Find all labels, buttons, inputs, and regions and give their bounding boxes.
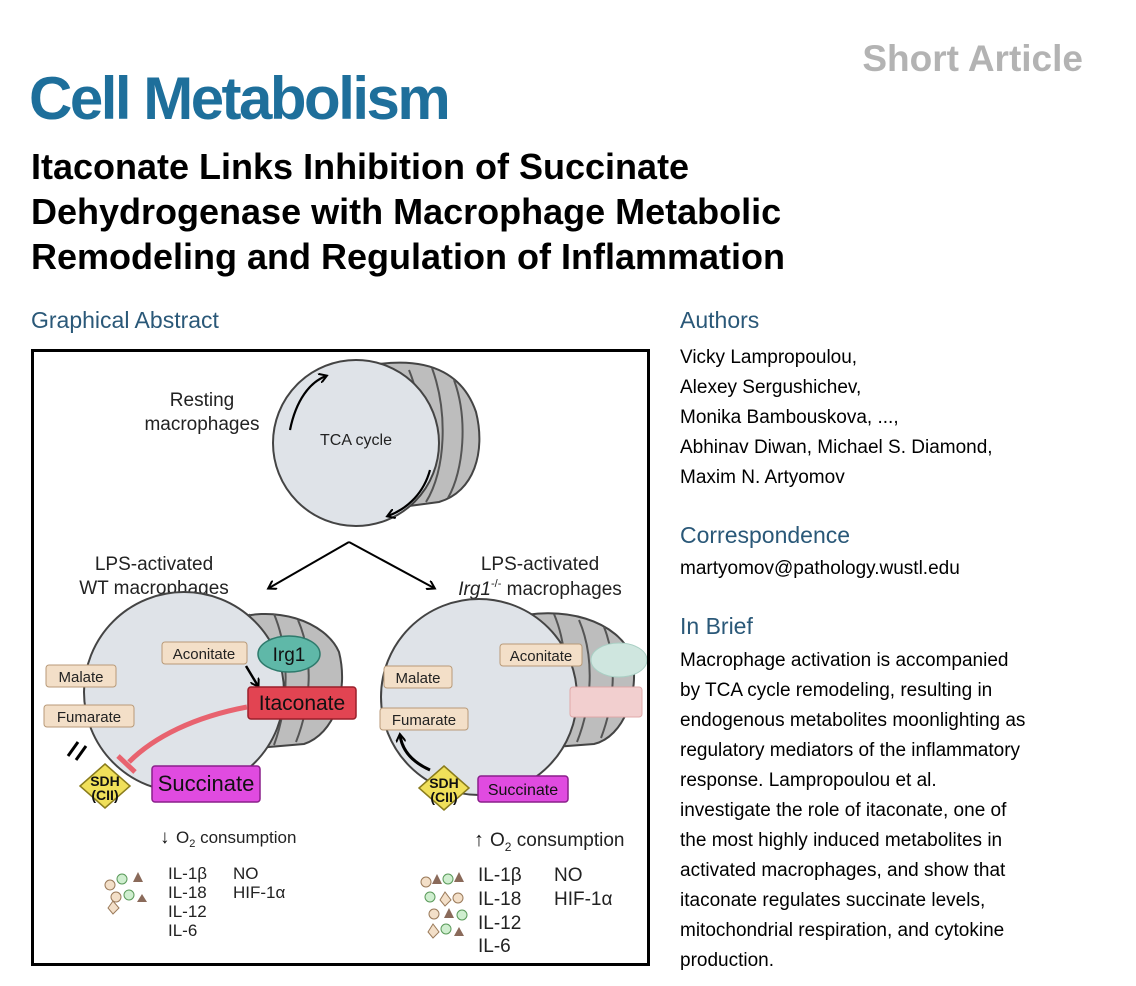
in-brief-line: the most highly induced metabolites in: [680, 830, 1003, 851]
author-line: Abhinav Diwan, Michael S. Diamond,: [680, 437, 993, 458]
ko-succinate-box: [477, 775, 569, 803]
resting-label: macrophages: [144, 414, 259, 435]
wt-malate-box: [45, 664, 117, 688]
authors-list: Vicky Lampropoulou, Alexey Sergushichev,…: [680, 343, 993, 493]
aconitate-to-itaconate-arrow: [244, 665, 258, 686]
in-brief-line: Macrophage activation is accompanied: [680, 650, 1009, 671]
title-line: Itaconate Links Inhibition of Succinate: [31, 146, 690, 187]
ko-aconitate-label: Aconitate: [510, 648, 573, 665]
inhibition-line: [127, 704, 248, 764]
article-title: Itaconate Links Inhibition of Succinate …: [31, 144, 1031, 279]
ko-sdh-label: (CII): [430, 789, 457, 805]
in-brief-line: activated macrophages, and show that: [680, 860, 1006, 881]
ko-aconitate-box: [499, 643, 583, 667]
ko-fumarate-box: [379, 707, 469, 731]
in-brief-line: production.: [680, 950, 775, 971]
wt-aconitate-box: [161, 641, 248, 665]
ko-cytokine: IL-6: [478, 936, 511, 957]
correspondence-email[interactable]: martyomov@pathology.wustl.edu: [680, 558, 960, 579]
wt-aconitate-label: Aconitate: [173, 646, 236, 663]
wt-cytokine: IL-1β: [168, 864, 207, 883]
in-brief-line: response. Lampropoulou et al.: [680, 770, 937, 791]
irg1-enzyme: [257, 635, 321, 673]
wt-cytokine: IL-12: [168, 902, 207, 921]
ko-sdh-diamond: [417, 765, 471, 811]
blocked-mark: [74, 745, 88, 761]
inhibition-bar: [116, 754, 137, 774]
ko-itaconate-ghost: [569, 686, 643, 718]
author-line: Alexey Sergushichev,: [680, 377, 862, 398]
ko-irg1-ghost: [590, 642, 647, 678]
in-brief-line: endogenous metabolites moonlighting as: [680, 710, 1026, 731]
title-line: Dehydrogenase with Macrophage Metabolic: [31, 191, 782, 232]
graphical-abstract-figure: TCA cycle Resting macrophages LPS-activa…: [31, 349, 650, 966]
in-brief-line: itaconate regulates succinate levels,: [680, 890, 986, 911]
graphical-abstract-heading: Graphical Abstract: [31, 307, 219, 333]
ko-cytokine: HIF-1α: [554, 889, 613, 910]
ko-cytokine: NO: [554, 865, 583, 886]
correspondence-heading: Correspondence: [680, 522, 851, 548]
wt-sdh-label: (CII): [91, 787, 118, 803]
in-brief-line: regulatory mediators of the inflammatory: [680, 740, 1021, 761]
ko-cytokine: IL-12: [478, 913, 521, 934]
cycle-arrow-bottom: [388, 469, 432, 516]
wt-fumarate-label: Fumarate: [57, 709, 121, 726]
ko-cytokine: IL-18: [478, 889, 521, 910]
wt-cytokine-particles: [104, 872, 147, 915]
blocked-mark: [66, 741, 80, 757]
wt-cytokine: HIF-1α: [233, 883, 286, 902]
wt-sdh-diamond: [78, 763, 132, 809]
in-brief-heading: In Brief: [680, 613, 753, 639]
ko-fumarate-label: Fumarate: [392, 712, 456, 729]
title-line: Remodeling and Regulation of Inflammatio…: [31, 236, 786, 277]
wt-fumarate-box: [43, 704, 135, 728]
wt-succinate-box: [151, 765, 261, 803]
ko-up-arrow: ↑: [474, 829, 484, 851]
ko-label: LPS-activated: [481, 554, 599, 575]
ko-cytokine: IL-1β: [478, 865, 522, 886]
arrow-to-ko: [348, 541, 434, 588]
arrow-to-wt: [269, 541, 350, 588]
author-line: Monika Bambouskova, ...,: [680, 407, 899, 428]
cycle-arrow-top: [288, 376, 326, 431]
ko-malate-label: Malate: [395, 670, 440, 687]
itaconate-label: Itaconate: [259, 692, 345, 715]
wt-cytokine: NO: [233, 864, 259, 883]
graphical-abstract-svg: TCA cycle Resting macrophages LPS-activa…: [43, 359, 647, 957]
wt-label: LPS-activated: [95, 554, 213, 575]
ko-o2-consumption: O2 consumption: [490, 830, 624, 854]
ko-label: Irg1-/- macrophages: [458, 578, 622, 600]
in-brief-line: by TCA cycle remodeling, resulting in: [680, 680, 993, 701]
authors-heading: Authors: [680, 307, 760, 333]
wt-succinate-label: Succinate: [158, 771, 255, 796]
author-line: Vicky Lampropoulou,: [680, 347, 858, 368]
wt-malate-label: Malate: [58, 669, 103, 686]
resting-label: Resting: [170, 390, 234, 411]
in-brief-line: investigate the role of itaconate, one o…: [680, 800, 1007, 821]
wt-cytokine: IL-6: [168, 921, 197, 940]
tca-cycle-label: TCA cycle: [320, 432, 392, 449]
author-line: Maxim N. Artyomov: [680, 467, 845, 488]
ko-succinate-label: Succinate: [488, 782, 558, 799]
irg1-label: Irg1: [273, 645, 306, 666]
ko-cytokine-particles: [420, 872, 468, 939]
sdh-to-fumarate-arrow: [400, 735, 431, 772]
wt-down-arrow: ↓: [160, 827, 170, 848]
article-type-label: Short Article: [862, 38, 1083, 79]
wt-sdh-label: SDH: [90, 773, 120, 789]
ko-malate-box: [383, 665, 453, 689]
in-brief-text: Macrophage activation is accompanied by …: [680, 646, 1100, 976]
ko-sdh-label: SDH: [429, 775, 459, 791]
resting-mitochondrion: TCA cycle: [272, 359, 481, 527]
journal-name: Cell Metabolism: [29, 65, 451, 132]
wt-cytokine: IL-18: [168, 883, 207, 902]
in-brief-line: mitochondrial respiration, and cytokine: [680, 920, 1005, 941]
itaconate-box: [247, 686, 357, 720]
wt-o2-consumption: O2 consumption: [176, 828, 296, 850]
